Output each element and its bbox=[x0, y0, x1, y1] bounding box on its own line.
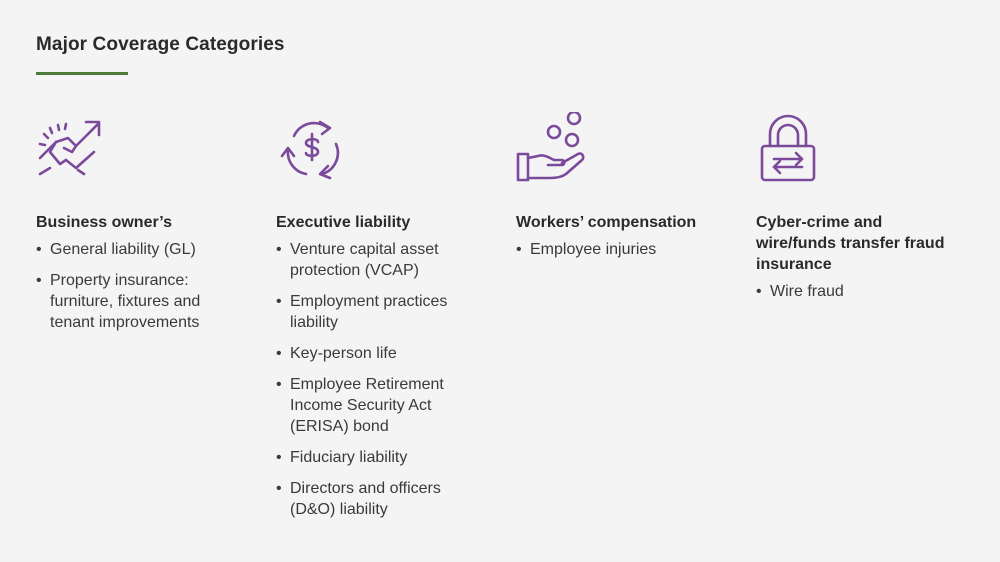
column-heading: Business owner’s bbox=[36, 214, 173, 231]
hand-coins-icon bbox=[516, 112, 588, 184]
page-title: Major Coverage Categories bbox=[36, 34, 285, 55]
column-heading: Cyber-crime and wire/funds transfer frau… bbox=[756, 214, 945, 273]
list-item: Employee Retirement Income Security Act … bbox=[276, 374, 481, 437]
list-item: Fiduciary liability bbox=[276, 447, 481, 468]
list-item: Key-person life bbox=[276, 343, 481, 364]
list-item: General liability (GL) bbox=[36, 239, 241, 260]
list-item: Property insurance: furniture, fixtures … bbox=[36, 270, 241, 333]
list-item: Venture capital asset protection (VCAP) bbox=[276, 239, 481, 281]
coverage-column-business-owners: Business owner’s General liability (GL) … bbox=[36, 112, 241, 343]
coverage-list: Employee injuries bbox=[516, 239, 721, 260]
list-item: Employment practices liability bbox=[276, 291, 481, 333]
title-underline bbox=[36, 72, 128, 75]
coverage-list: General liability (GL) Property insuranc… bbox=[36, 239, 241, 333]
coverage-column-cyber-crime: Cyber-crime and wire/funds transfer frau… bbox=[756, 112, 961, 312]
list-item: Directors and officers (D&O) liability bbox=[276, 478, 481, 520]
list-item: Employee injuries bbox=[516, 239, 721, 260]
coverage-column-executive-liability: Executive liability Venture capital asse… bbox=[276, 112, 481, 530]
column-heading: Executive liability bbox=[276, 214, 411, 231]
coverage-column-workers-compensation: Workers’ compensation Employee injuries bbox=[516, 112, 721, 270]
list-item: Wire fraud bbox=[756, 281, 961, 302]
column-heading: Workers’ compensation bbox=[516, 214, 697, 231]
coverage-list: Wire fraud bbox=[756, 281, 961, 302]
dollar-cycle-icon bbox=[276, 112, 348, 184]
padlock-transfer-icon bbox=[756, 112, 828, 184]
handshake-growth-icon bbox=[36, 112, 108, 184]
coverage-list: Venture capital asset protection (VCAP) … bbox=[276, 239, 481, 520]
